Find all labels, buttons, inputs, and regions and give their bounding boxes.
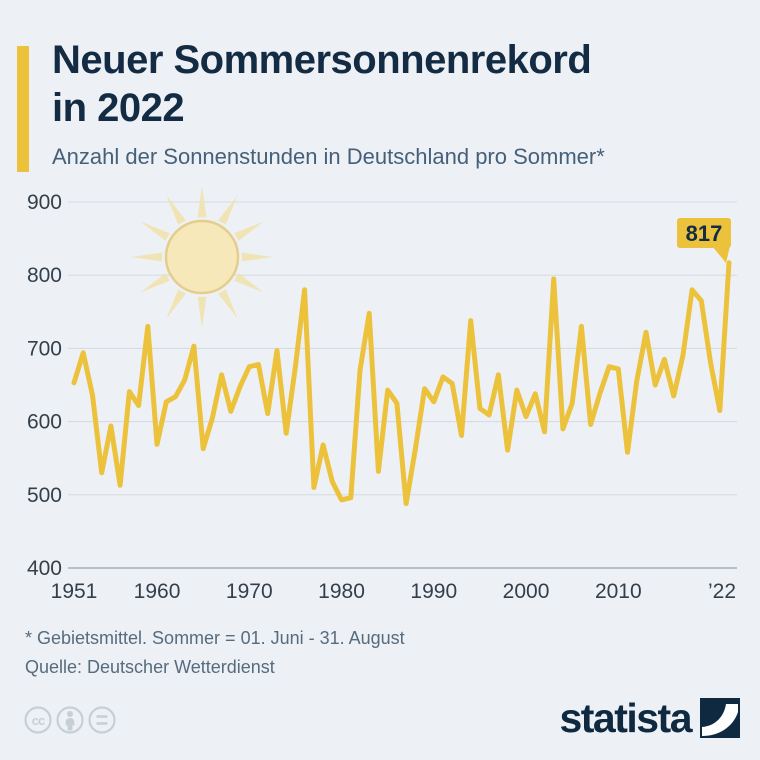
- sun-ray: [140, 221, 170, 241]
- badge-box: [677, 218, 731, 248]
- y-axis-labels: 900 800 700 600 500 400: [27, 191, 62, 580]
- sun-ray: [197, 186, 207, 218]
- title-line-1: Neuer Sommersonnenrekord: [52, 38, 592, 82]
- badge-pointer: [712, 246, 730, 263]
- attribution-icon[interactable]: [56, 706, 84, 734]
- sun-icon: [131, 186, 273, 328]
- chart-subtitle: Anzahl der Sonnenstunden in Deutschland …: [52, 144, 605, 169]
- x-tick-label: 1951: [51, 580, 98, 603]
- equal-icon[interactable]: [88, 706, 116, 734]
- y-tick-label: 800: [27, 264, 62, 287]
- sun-ray: [166, 289, 186, 319]
- record-badge: 817: [677, 218, 731, 263]
- sun-ray: [234, 221, 264, 241]
- accent-bar: [17, 46, 29, 172]
- footnote: * Gebietsmittel. Sommer = 01. Juni - 31.…: [25, 624, 405, 682]
- grid-lines: [68, 201, 737, 569]
- x-tick-label: 1970: [226, 580, 273, 603]
- footnote-line-1: * Gebietsmittel. Sommer = 01. Juni - 31.…: [25, 628, 405, 648]
- x-tick-label: ’22: [708, 580, 736, 603]
- x-tick-label: 2010: [595, 580, 642, 603]
- sun-body: [164, 219, 240, 295]
- sun-ray: [166, 195, 186, 225]
- sun-ray: [131, 252, 163, 262]
- y-tick-label: 500: [27, 484, 62, 507]
- y-tick-label: 400: [27, 557, 62, 580]
- badge-value: 817: [686, 221, 723, 246]
- y-tick-label: 700: [27, 337, 62, 360]
- x-tick-label: 1990: [410, 580, 457, 603]
- statista-logo-icon: [700, 698, 740, 738]
- y-tick-label: 600: [27, 411, 62, 434]
- footnote-line-2: Quelle: Deutscher Wetterdienst: [25, 657, 275, 677]
- sun-ray: [218, 289, 238, 319]
- sun-ray: [218, 195, 238, 225]
- title-line-2: in 2022: [52, 86, 185, 130]
- x-axis-labels: 1951 1960 1970 1980 1990 2000 2010 ’22: [51, 580, 736, 603]
- y-tick-label: 900: [27, 191, 62, 214]
- svg-text:cc: cc: [32, 713, 45, 728]
- cc-icon[interactable]: cc: [24, 706, 52, 734]
- x-tick-label: 1980: [318, 580, 365, 603]
- license-bar: cc: [24, 703, 154, 746]
- sun-ray: [197, 296, 207, 328]
- x-tick-label: 2000: [503, 580, 550, 603]
- brand[interactable]: statista: [559, 696, 740, 740]
- page-title: Neuer Sommersonnenrekord in 2022: [52, 36, 592, 132]
- sun-ray: [234, 273, 264, 293]
- x-tick-label: 1960: [134, 580, 181, 603]
- sun-ray: [140, 273, 170, 293]
- sun-ray: [241, 252, 273, 262]
- sunshine-hours-line: [71, 260, 732, 507]
- statista-wordmark: statista: [559, 695, 692, 741]
